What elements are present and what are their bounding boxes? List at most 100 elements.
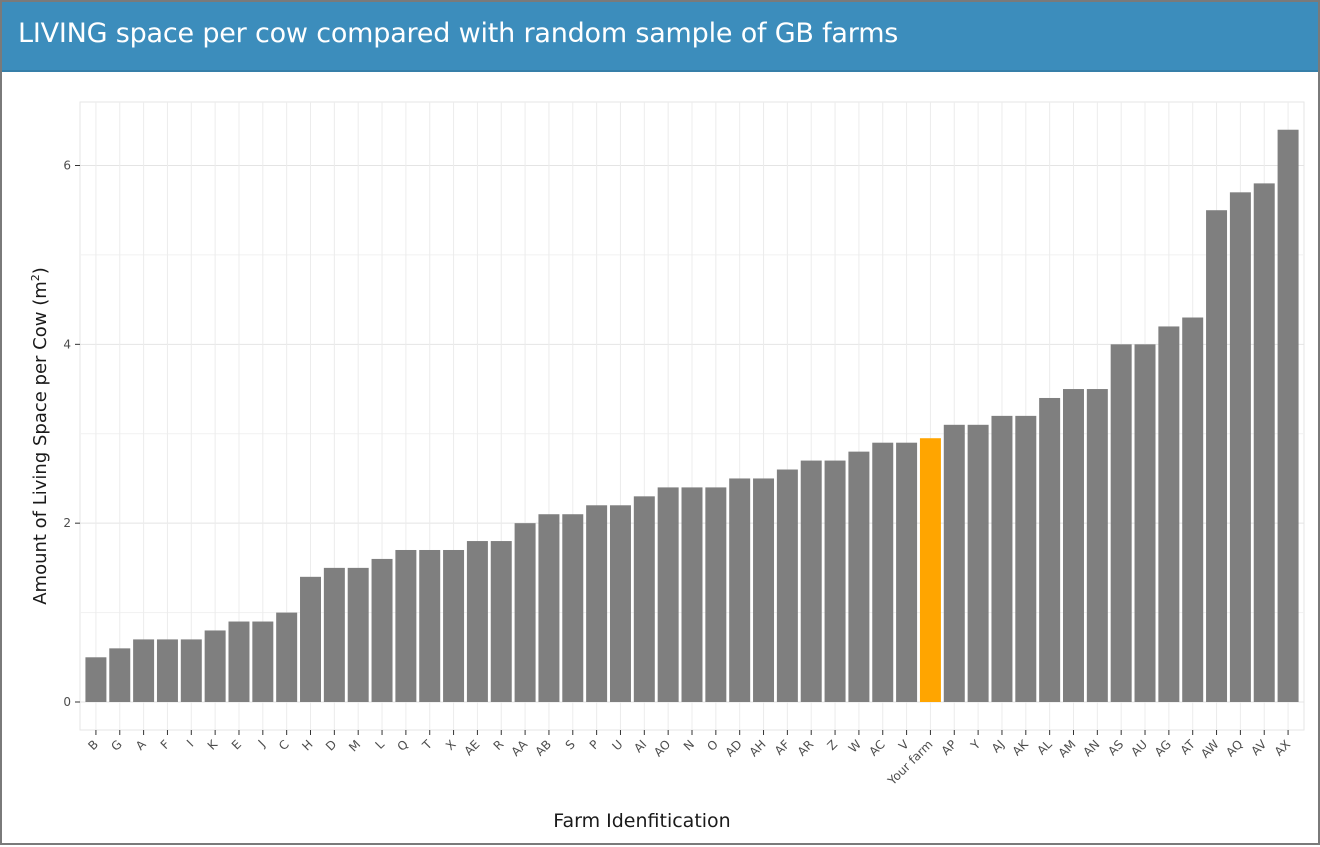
bar xyxy=(538,514,560,702)
y-tick-label: 4 xyxy=(63,337,71,351)
x-tick-label: AE xyxy=(461,737,482,758)
x-tick-label: AW xyxy=(1198,737,1222,761)
x-tick-label: AQ xyxy=(1223,737,1245,759)
x-axis-ticks: B G A F I K E J C H D M L Q T X AE R AA AB S P U AI AO N O AD AH AF AR… xyxy=(85,730,1293,788)
y-tick-label: 6 xyxy=(63,159,71,173)
x-tick-label: AK xyxy=(1010,736,1032,758)
bar xyxy=(133,639,155,702)
x-tick-label: AM xyxy=(1056,737,1079,760)
bar xyxy=(490,541,512,702)
bar xyxy=(466,541,488,702)
bar xyxy=(967,424,989,702)
bar xyxy=(1182,317,1204,702)
y-tick-label: 0 xyxy=(63,695,71,709)
x-tick-label: AJ xyxy=(989,737,1007,755)
x-axis-label: Farm Idenfitication xyxy=(553,810,730,832)
x-tick-label: AX xyxy=(1272,737,1294,759)
bar xyxy=(1086,389,1108,702)
x-tick-label: A xyxy=(133,737,149,753)
x-tick-label: T xyxy=(419,737,435,753)
x-tick-label: AN xyxy=(1080,737,1102,759)
bar xyxy=(180,639,202,702)
bar xyxy=(1134,344,1156,702)
bar xyxy=(633,496,655,702)
bar xyxy=(872,442,894,702)
bar xyxy=(228,621,250,702)
y-axis-ticks: 0 2 4 6 xyxy=(63,159,80,709)
x-tick-label: Q xyxy=(394,737,411,754)
x-tick-label: E xyxy=(229,737,244,752)
bar xyxy=(85,657,107,702)
x-tick-label: AL xyxy=(1034,737,1055,758)
y-axis-label-end: ) xyxy=(30,267,51,274)
x-tick-label: AA xyxy=(508,737,530,759)
x-tick-label: R xyxy=(491,737,507,753)
x-tick-label: N xyxy=(681,737,697,753)
x-tick-label: S xyxy=(563,737,578,752)
x-tick-label: X xyxy=(443,737,459,753)
x-tick-label: AG xyxy=(1152,737,1174,759)
bar-your-farm xyxy=(919,438,941,702)
bar xyxy=(896,442,918,702)
bar xyxy=(800,460,822,702)
y-tick-label: 2 xyxy=(63,516,71,530)
bar xyxy=(1206,210,1228,703)
bars xyxy=(85,129,1299,703)
bar xyxy=(276,612,298,702)
bar xyxy=(419,549,441,702)
bar xyxy=(395,549,417,702)
x-tick-label: AO xyxy=(651,737,673,759)
x-tick-label: V xyxy=(896,737,912,753)
x-tick-label: K xyxy=(205,736,221,752)
bar xyxy=(562,514,584,702)
bar xyxy=(991,415,1013,702)
bar xyxy=(824,460,846,702)
bar xyxy=(1253,183,1275,703)
x-tick-label: Z xyxy=(824,737,840,753)
x-tick-label: D xyxy=(323,737,339,753)
x-tick-label: AV xyxy=(1248,737,1270,759)
x-tick-label: AS xyxy=(1105,737,1126,758)
x-tick-label: AI xyxy=(631,737,649,755)
bar xyxy=(252,621,274,702)
bar xyxy=(705,487,727,702)
panel-header: LIVING space per cow compared with rando… xyxy=(2,2,1318,72)
x-tick-label: C xyxy=(276,737,292,753)
bar xyxy=(753,478,775,702)
bar xyxy=(1158,326,1180,702)
bar xyxy=(347,567,369,702)
x-tick-label: AD xyxy=(723,737,745,759)
bar xyxy=(657,487,679,702)
bar xyxy=(514,523,536,702)
bar xyxy=(443,549,465,702)
y-axis-label: Amount of Living Space per Cow (m2) xyxy=(29,267,51,605)
bar xyxy=(1062,389,1084,702)
x-tick-label: AP xyxy=(939,737,960,758)
x-tick-label: P xyxy=(587,737,602,752)
x-tick-label: B xyxy=(85,737,101,753)
x-tick-label: AC xyxy=(866,737,887,758)
bar xyxy=(681,487,703,702)
x-tick-label: L xyxy=(373,737,388,752)
bar xyxy=(156,639,178,702)
x-tick-label: Y xyxy=(967,737,983,753)
bar xyxy=(1015,415,1037,702)
x-tick-label: J xyxy=(255,737,268,750)
bar xyxy=(109,648,131,702)
bar xyxy=(586,505,608,702)
bar xyxy=(848,451,870,702)
bar xyxy=(943,424,965,702)
bar xyxy=(1110,344,1132,702)
bar xyxy=(776,469,798,702)
x-tick-label: U xyxy=(609,737,625,753)
y-axis-label-main: Amount of Living Space per Cow (m xyxy=(30,281,51,605)
x-tick-label: O xyxy=(704,737,721,754)
x-tick-label: AF xyxy=(772,737,793,758)
x-tick-label: M xyxy=(346,737,363,754)
panel-title: LIVING space per cow compared with rando… xyxy=(18,18,899,49)
bar xyxy=(1039,397,1061,702)
bar xyxy=(371,558,393,702)
